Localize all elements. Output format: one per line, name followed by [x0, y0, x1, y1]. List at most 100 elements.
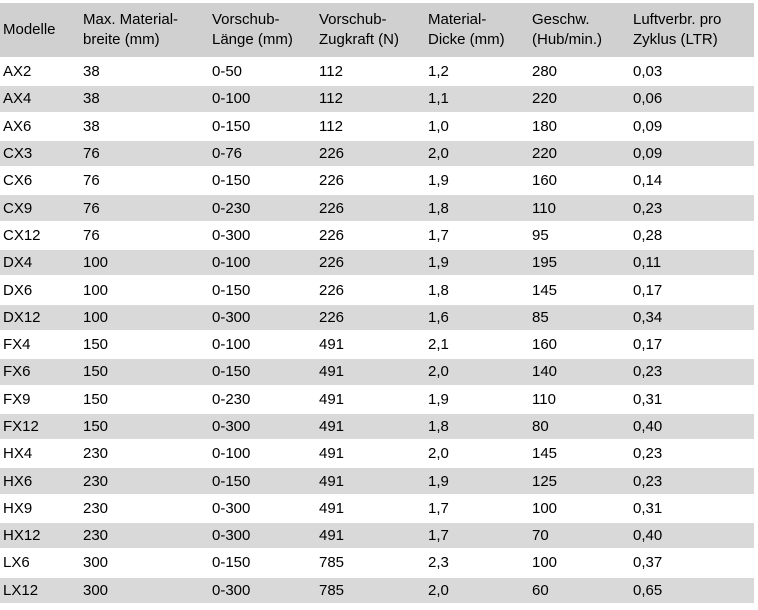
table-cell-modelle: FX4 [0, 330, 79, 360]
table-cell-modelle: HX6 [0, 467, 79, 496]
table-cell-material-breite: 230 [79, 494, 208, 524]
table-cell-material-dicke: 2,0 [424, 139, 528, 169]
table-row: HX9 230 0-300 491 1,7 100 0,31 [0, 494, 754, 524]
table-cell-modelle: LX12 [0, 576, 79, 605]
table-row: FX9 150 0-230 491 1,9 110 0,31 [0, 385, 754, 414]
header-line: Zugkraft (N) [319, 31, 400, 48]
table-cell-modelle: CX6 [0, 167, 79, 196]
table-cell-vorschub-laenge: 0-300 [208, 412, 315, 442]
table-cell-material-breite: 230 [79, 522, 208, 551]
table-cell-material-breite: 76 [79, 194, 208, 223]
table-cell-vorschub-zugkraft: 491 [315, 385, 424, 414]
table-cell-geschwindigkeit: 220 [528, 139, 629, 169]
table-cell-material-dicke: 1,6 [424, 303, 528, 332]
table-cell-vorschub-zugkraft: 491 [315, 467, 424, 496]
table-cell-luftverbrauch: 0,23 [629, 440, 754, 469]
table-cell-vorschub-zugkraft: 491 [315, 440, 424, 469]
table-cell-material-breite: 150 [79, 330, 208, 360]
table-cell-vorschub-laenge: 0-300 [208, 576, 315, 605]
table-cell-material-breite: 76 [79, 139, 208, 169]
table-cell-material-dicke: 1,0 [424, 112, 528, 141]
table-cell-vorschub-zugkraft: 491 [315, 358, 424, 387]
table-cell-vorschub-laenge: 0-300 [208, 522, 315, 551]
table-cell-material-breite: 76 [79, 167, 208, 196]
header-line: Vorschub- [212, 11, 280, 28]
table-cell-material-dicke: 2,0 [424, 358, 528, 387]
table-cell-material-breite: 100 [79, 303, 208, 332]
table-cell-vorschub-laenge: 0-100 [208, 85, 315, 114]
header-line: Modelle [3, 21, 56, 38]
table-cell-geschwindigkeit: 60 [528, 576, 629, 605]
table-cell-geschwindigkeit: 110 [528, 385, 629, 414]
table-cell-vorschub-zugkraft: 491 [315, 330, 424, 360]
table-cell-geschwindigkeit: 280 [528, 58, 629, 87]
table-row: LX12 300 0-300 785 2,0 60 0,65 [0, 576, 754, 605]
header-line: Zyklus (LTR) [633, 31, 718, 48]
header-line: Länge (mm) [212, 31, 293, 48]
table-cell-material-dicke: 1,7 [424, 221, 528, 251]
header-row: Modelle Max. Material-breite (mm) Vorschub… [0, 3, 754, 59]
table-cell-geschwindigkeit: 145 [528, 440, 629, 469]
table-cell-vorschub-zugkraft: 491 [315, 494, 424, 524]
table-cell-luftverbrauch: 0,34 [629, 303, 754, 332]
column-header-material-breite: Max. Material-breite (mm) [79, 3, 208, 59]
table-cell-vorschub-laenge: 0-100 [208, 440, 315, 469]
column-header-geschwindigkeit: Geschw. (Hub/min.) [528, 3, 629, 59]
table-row: HX6 230 0-150 491 1,9 125 0,23 [0, 467, 754, 496]
table-cell-vorschub-zugkraft: 226 [315, 249, 424, 278]
table-cell-luftverbrauch: 0,17 [629, 276, 754, 305]
table-cell-vorschub-laenge: 0-150 [208, 467, 315, 496]
table-cell-geschwindigkeit: 195 [528, 249, 629, 278]
table-cell-vorschub-zugkraft: 112 [315, 112, 424, 141]
table-row: AX4 38 0-100 112 1,1 220 0,06 [0, 85, 754, 114]
column-header-modelle: Modelle [0, 3, 79, 59]
table-cell-vorschub-zugkraft: 226 [315, 167, 424, 196]
table-cell-geschwindigkeit: 80 [528, 412, 629, 442]
table-cell-modelle: CX9 [0, 194, 79, 223]
table-cell-luftverbrauch: 0,31 [629, 494, 754, 524]
table-cell-vorschub-laenge: 0-76 [208, 139, 315, 169]
table-cell-vorschub-laenge: 0-100 [208, 249, 315, 278]
table-cell-modelle: HX9 [0, 494, 79, 524]
table-cell-geschwindigkeit: 95 [528, 221, 629, 251]
table-cell-material-dicke: 1,2 [424, 58, 528, 87]
table-cell-vorschub-laenge: 0-150 [208, 276, 315, 305]
table-cell-material-breite: 150 [79, 412, 208, 442]
table-cell-material-breite: 76 [79, 221, 208, 251]
header-line: Vorschub- [319, 11, 387, 28]
table-cell-vorschub-laenge: 0-300 [208, 303, 315, 332]
header-line: Geschw. [532, 11, 590, 28]
table-cell-luftverbrauch: 0,23 [629, 467, 754, 496]
table-cell-vorschub-zugkraft: 226 [315, 221, 424, 251]
table-cell-material-breite: 300 [79, 576, 208, 605]
table-cell-material-dicke: 1,7 [424, 494, 528, 524]
table-cell-vorschub-laenge: 0-100 [208, 330, 315, 360]
table-cell-luftverbrauch: 0,40 [629, 522, 754, 551]
table-cell-vorschub-laenge: 0-300 [208, 494, 315, 524]
table-cell-modelle: FX12 [0, 412, 79, 442]
table-cell-luftverbrauch: 0,65 [629, 576, 754, 605]
table-cell-luftverbrauch: 0,37 [629, 549, 754, 578]
table-cell-modelle: DX6 [0, 276, 79, 305]
table-cell-vorschub-zugkraft: 112 [315, 58, 424, 87]
table-row: FX4 150 0-100 491 2,1 160 0,17 [0, 330, 754, 360]
table-cell-luftverbrauch: 0,23 [629, 358, 754, 387]
column-header-vorschub-laenge: Vorschub- Länge (mm) [208, 3, 315, 59]
header-line: (Hub/min.) [532, 31, 603, 48]
table-cell-geschwindigkeit: 110 [528, 194, 629, 223]
table-cell-vorschub-zugkraft: 226 [315, 194, 424, 223]
header-line: Dicke (mm) [428, 31, 505, 48]
table-cell-vorschub-zugkraft: 226 [315, 139, 424, 169]
table-cell-vorschub-zugkraft: 226 [315, 303, 424, 332]
table-row: FX6 150 0-150 491 2,0 140 0,23 [0, 358, 754, 387]
table-cell-geschwindigkeit: 145 [528, 276, 629, 305]
table-cell-vorschub-zugkraft: 226 [315, 276, 424, 305]
table-cell-modelle: AX4 [0, 85, 79, 114]
table-cell-modelle: DX12 [0, 303, 79, 332]
table-row: DX6 100 0-150 226 1,8 145 0,17 [0, 276, 754, 305]
table-cell-material-breite: 38 [79, 58, 208, 87]
table-cell-vorschub-laenge: 0-150 [208, 112, 315, 141]
table-row: DX12 100 0-300 226 1,6 85 0,34 [0, 303, 754, 332]
table-cell-material-breite: 230 [79, 467, 208, 496]
table-cell-luftverbrauch: 0,31 [629, 385, 754, 414]
